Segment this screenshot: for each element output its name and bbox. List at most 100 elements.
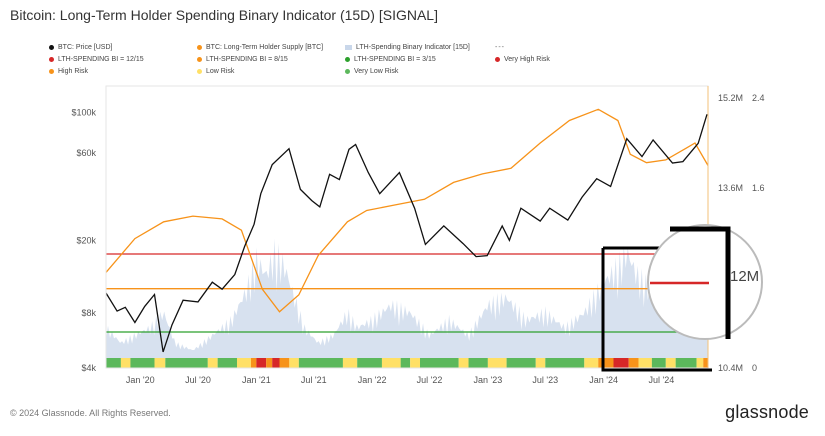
y-tick-label: $8k xyxy=(81,308,96,318)
y3-tick-label: 0 xyxy=(752,363,757,373)
risk-band-green xyxy=(468,358,488,368)
risk-band-yellow xyxy=(487,358,507,368)
legend-swatch-icon xyxy=(49,57,54,62)
magnifier-label: 12M xyxy=(730,268,759,285)
risk-band-green xyxy=(298,358,343,368)
x-tick-label: Jan '20 xyxy=(126,375,155,385)
risk-band-orange xyxy=(703,358,708,368)
risk-band-green xyxy=(217,358,237,368)
risk-band-yellow xyxy=(638,358,652,368)
legend-swatch-icon xyxy=(49,45,54,50)
y-tick-label: $20k xyxy=(76,235,96,245)
risk-band-green xyxy=(545,358,585,368)
x-tick-label: Jan '22 xyxy=(358,375,387,385)
legend-swatch-icon xyxy=(345,57,350,62)
y3-tick-label: 2.4 xyxy=(752,93,765,103)
legend-item-bi-12[interactable]: LTH-SPENDING BI = 12/15 xyxy=(49,56,144,63)
legend-item-low-risk[interactable]: Low Risk xyxy=(197,68,234,75)
risk-band-yellow xyxy=(342,358,358,368)
x-tick-label: Jul '20 xyxy=(185,375,211,385)
risk-band-red xyxy=(272,358,280,368)
series-lth-supply-line xyxy=(105,108,709,313)
y2-tick-label: 13.6M xyxy=(718,183,743,193)
risk-band-yellow xyxy=(696,358,704,368)
legend-item-very-low-risk[interactable]: Very Low Risk xyxy=(345,68,398,75)
risk-band-orange xyxy=(628,358,639,368)
legend-swatch-icon xyxy=(495,57,500,62)
risk-band-green xyxy=(420,358,459,368)
legend-label: BTC: Price [USD] xyxy=(58,44,113,51)
risk-band-green xyxy=(651,358,666,368)
legend-label: LTH-Spending Binary Indicator [15D] xyxy=(356,44,470,51)
x-tick-label: Jul '22 xyxy=(417,375,443,385)
risk-band-green xyxy=(675,358,697,368)
legend-item-bi-8[interactable]: LTH-SPENDING BI = 8/15 xyxy=(197,56,288,63)
risk-band-red xyxy=(256,358,267,368)
copyright-text: © 2024 Glassnode. All Rights Reserved. xyxy=(10,408,171,418)
risk-band-yellow xyxy=(381,358,401,368)
x-tick-label: Jan '23 xyxy=(474,375,503,385)
risk-band-orange xyxy=(598,358,614,368)
indicator-bars xyxy=(106,238,708,358)
legend-swatch-icon xyxy=(345,69,350,74)
legend-item-very-high-risk[interactable]: Very High Risk xyxy=(495,56,550,63)
series-lth-spending-area xyxy=(106,238,708,358)
legend-label: BTC: Long-Term Holder Supply [BTC] xyxy=(206,44,324,51)
threshold-lines xyxy=(106,253,708,333)
highlight-box xyxy=(601,246,712,372)
legend-item-bi-3[interactable]: LTH-SPENDING BI = 3/15 xyxy=(345,56,436,63)
legend-label: Low Risk xyxy=(206,68,235,75)
legend-swatch-icon xyxy=(197,69,202,74)
series-lines xyxy=(105,108,709,353)
risk-band-red xyxy=(613,358,629,368)
risk-band-yellow xyxy=(289,358,299,368)
risk-band-yellow xyxy=(535,358,546,368)
legend-swatch-icon xyxy=(49,69,54,74)
legend-label: LTH-SPENDING BI = 12/15 xyxy=(58,56,144,63)
risk-band-green xyxy=(400,358,411,368)
y-tick-label: $100k xyxy=(71,108,96,118)
risk-band-orange xyxy=(279,358,290,368)
x-tick-label: Jan '21 xyxy=(242,375,271,385)
legend-label: High Risk xyxy=(58,68,88,75)
risk-band-green xyxy=(165,358,208,368)
y2-tick-label: 15.2M xyxy=(718,93,743,103)
x-tick-label: Jul '21 xyxy=(301,375,327,385)
legend-swatch-icon xyxy=(197,45,202,50)
risk-band-yellow xyxy=(458,358,469,368)
legend-item-high-risk[interactable]: High Risk xyxy=(49,68,88,75)
risk-band-green xyxy=(130,358,155,368)
zoom-inset: 12M xyxy=(601,224,763,372)
legend-label: Very Low Risk xyxy=(354,68,399,75)
legend-item-lth-supply[interactable]: BTC: Long-Term Holder Supply [BTC] xyxy=(197,44,323,51)
legend-label: LTH-SPENDING BI = 3/15 xyxy=(354,56,436,63)
legend-label: LTH-SPENDING BI = 8/15 xyxy=(206,56,288,63)
magnifier-box-edge xyxy=(670,226,731,339)
legend-item-dash: --- xyxy=(495,44,505,51)
risk-bands xyxy=(106,358,708,368)
risk-band-yellow xyxy=(584,358,599,368)
y-tick-label: $4k xyxy=(81,363,96,373)
risk-band-yellow xyxy=(154,358,166,368)
series-price-line xyxy=(105,114,708,353)
x-tick-label: Jul '24 xyxy=(649,375,675,385)
legend-swatch-icon xyxy=(197,57,202,62)
legend-swatch-icon xyxy=(345,45,352,50)
chart-title: Bitcoin: Long-Term Holder Spending Binar… xyxy=(10,7,438,23)
y-tick-label: $60k xyxy=(76,148,96,158)
legend-item-lth-spending[interactable]: LTH-Spending Binary Indicator [15D] xyxy=(345,44,470,51)
legend-item-price[interactable]: BTC: Price [USD] xyxy=(49,44,112,51)
x-tick-label: Jan '24 xyxy=(589,375,618,385)
legend-label: Very High Risk xyxy=(504,56,550,63)
risk-band-yellow xyxy=(120,358,131,368)
risk-band-green xyxy=(357,358,382,368)
x-tick-label: Jul '23 xyxy=(532,375,558,385)
axes: $4k $8k $20k $60k $100k 15.2M 13.6M 10.4M 2.4 1.6… xyxy=(71,85,765,385)
y3-tick-label: 1.6 xyxy=(752,183,765,193)
risk-band-orange xyxy=(250,358,257,368)
y2-tick-label: 10.4M xyxy=(718,363,743,373)
brand-logo: glassnode xyxy=(725,402,809,422)
legend-label: --- xyxy=(495,44,505,51)
risk-band-green xyxy=(506,358,536,368)
